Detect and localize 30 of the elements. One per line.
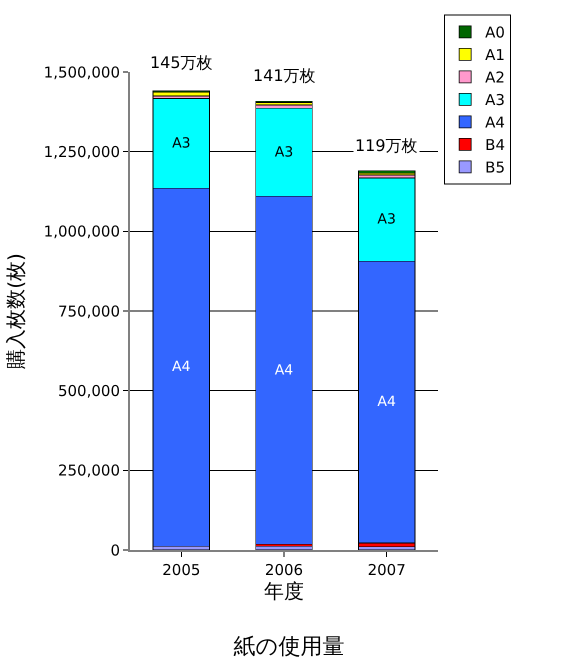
data-label: A3 — [274, 144, 294, 160]
x-tick-label: 2005 — [162, 561, 200, 579]
data-label: A3 — [377, 212, 396, 228]
y-tick-label: 1,000,000 — [44, 222, 120, 241]
data-label: A4 — [274, 362, 294, 378]
x-tick-label: 2007 — [368, 561, 406, 579]
bar — [358, 170, 416, 174]
legend-label: B5 — [485, 158, 506, 177]
y-tick-label: 750,000 — [58, 302, 120, 320]
y-tick-label: 500,000 — [58, 382, 120, 400]
y-axis-title: 購入枚数(枚) — [4, 253, 28, 369]
legend-label: A2 — [485, 68, 505, 87]
y-tick-label: 0 — [110, 541, 120, 560]
data-label: A4 — [377, 394, 396, 410]
y-tick-label: 250,000 — [58, 462, 120, 480]
text: 紙の使用量 — [234, 634, 344, 660]
annotation: 119万枚 — [355, 136, 418, 155]
x-tick-label: 2006 — [264, 561, 304, 579]
legend-label: A1 — [485, 46, 505, 64]
legend-label: A4 — [485, 114, 505, 132]
data-label: A4 — [172, 359, 191, 376]
y-tick-label: 1,500,000 — [44, 63, 120, 82]
data-label: A3 — [172, 135, 191, 152]
annotation: 145万枚 — [150, 53, 213, 72]
annotation: 141万枚 — [253, 66, 316, 85]
x-axis-title: 年度 — [264, 579, 304, 603]
legend-label: A0 — [485, 24, 505, 42]
legend-label: B4 — [485, 136, 506, 154]
y-tick-label: 1,250,000 — [44, 142, 120, 161]
legend-label: A3 — [485, 91, 505, 110]
